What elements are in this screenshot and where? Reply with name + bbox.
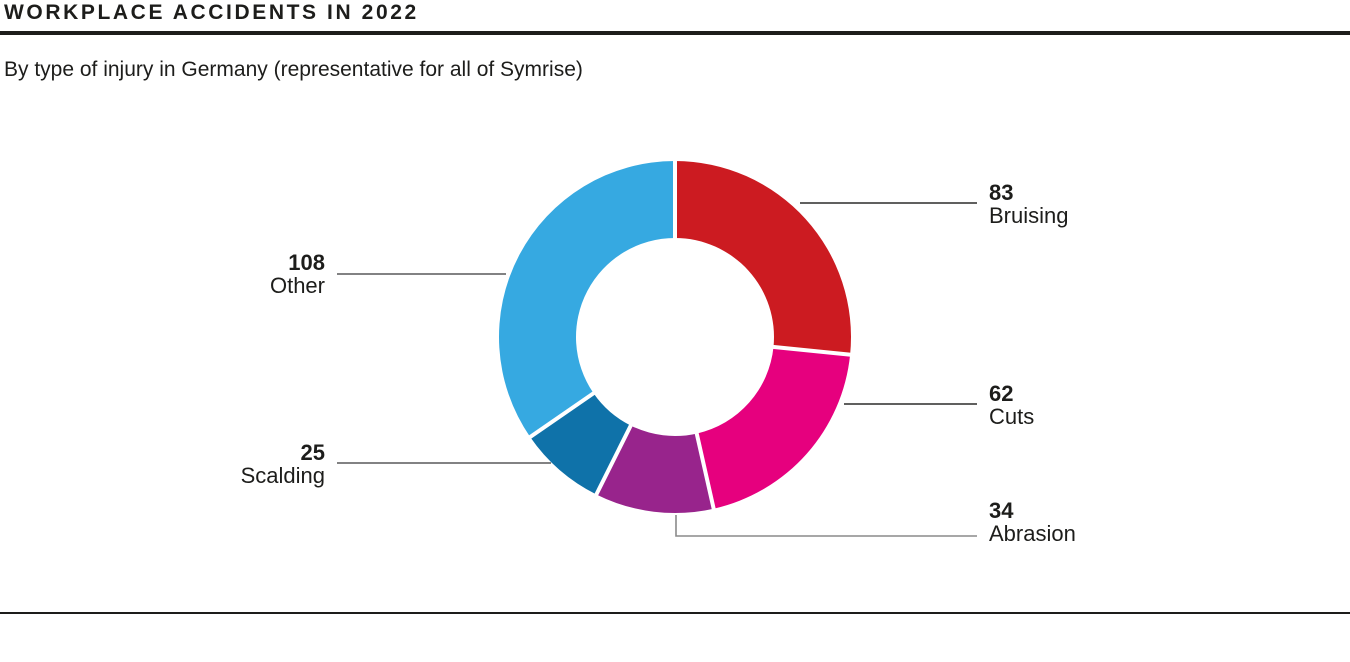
slice-name-bruising: Bruising: [989, 203, 1069, 228]
slice-label-cuts: 62 Cuts: [989, 382, 1034, 428]
slice-scalding: [530, 393, 631, 495]
slice-gap: [694, 431, 717, 512]
slice-other: [498, 161, 675, 437]
slice-gap: [527, 390, 597, 440]
slice-value-scalding: 25: [300, 440, 325, 465]
slice-gap: [771, 344, 853, 357]
page-title: WORKPLACE ACCIDENTS IN 2022: [4, 1, 419, 24]
slice-name-cuts: Cuts: [989, 404, 1035, 429]
bottom-rule: [0, 612, 1350, 614]
slice-value-abrasion: 34: [989, 498, 1014, 523]
chart-subtitle: By type of injury in Germany (representa…: [4, 58, 583, 81]
slice-name-abrasion: Abrasion: [989, 521, 1076, 546]
slice-label-abrasion: 34 Abrasion: [989, 499, 1076, 545]
title-rule: [0, 31, 1350, 35]
leader-line-abrasion: [675, 515, 977, 537]
slice-name-scalding: Scalding: [240, 463, 325, 488]
slice-value-cuts: 62: [989, 381, 1014, 406]
slice-gap: [593, 422, 634, 498]
slice-value-other: 108: [288, 250, 325, 275]
slice-value-bruising: 83: [989, 180, 1014, 205]
slice-abrasion: [596, 425, 714, 513]
slice-cuts: [696, 346, 851, 509]
slice-label-scalding: 25 Scalding: [105, 441, 325, 487]
slice-name-other: Other: [269, 273, 325, 298]
slice-label-bruising: 83 Bruising: [989, 181, 1068, 227]
slice-bruising: [675, 161, 851, 355]
slice-label-other: 108 Other: [105, 251, 325, 297]
